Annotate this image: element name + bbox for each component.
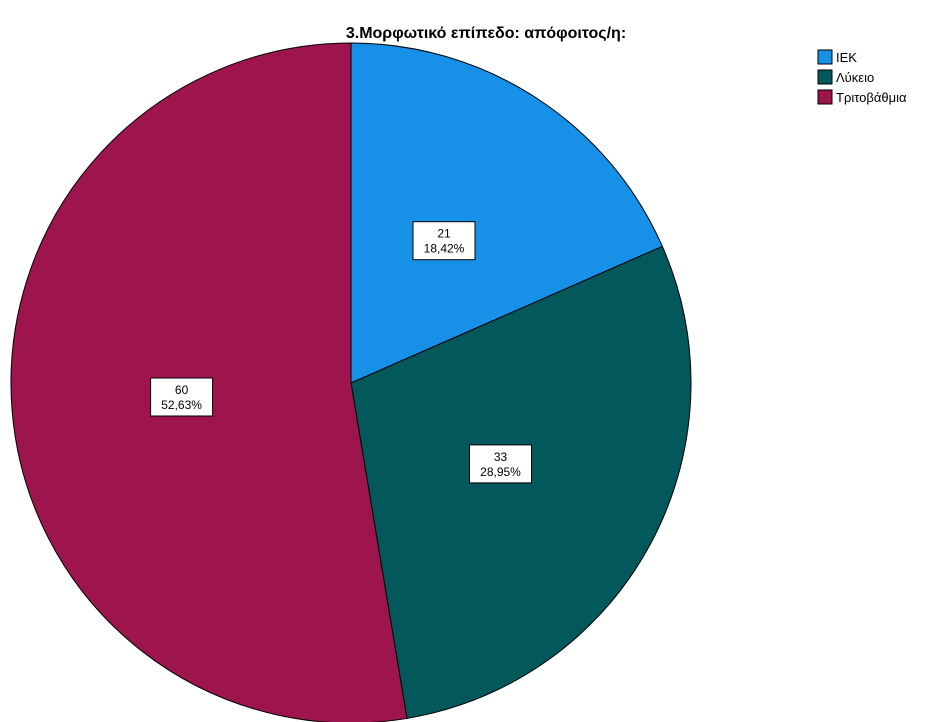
slice-percent-label: 18,42% <box>424 242 465 256</box>
legend-item-1: ΙΕΚ <box>817 49 857 65</box>
legend: ΙΕΚ Λύκειο Τριτοβάθμια <box>817 49 907 105</box>
legend-swatch <box>817 69 833 85</box>
chart-title: 3.Μορφωτικό επίπεδο: απόφοιτος/η: <box>346 25 626 42</box>
legend-item-2: Λύκειο <box>817 69 874 85</box>
slice-value-label: 60 <box>175 383 189 397</box>
slice-percent-label: 28,95% <box>480 465 521 479</box>
legend-label: Λύκειο <box>836 70 874 85</box>
legend-label: Τριτοβάθμια <box>836 90 907 105</box>
pie-slice-1 <box>350 42 664 384</box>
pie-slices <box>10 42 692 722</box>
slice-label-box <box>412 221 476 261</box>
legend-label: ΙΕΚ <box>836 50 857 65</box>
slice-label-box <box>150 377 214 417</box>
slice-value-label: 21 <box>437 227 451 241</box>
legend-swatch <box>817 49 833 65</box>
slice-label-box <box>469 444 532 484</box>
slice-percent-label: 52,63% <box>161 398 202 412</box>
legend-item-3: Τριτοβάθμια <box>817 89 907 105</box>
legend-swatch <box>817 89 833 105</box>
slice-value-label: 33 <box>494 450 508 464</box>
